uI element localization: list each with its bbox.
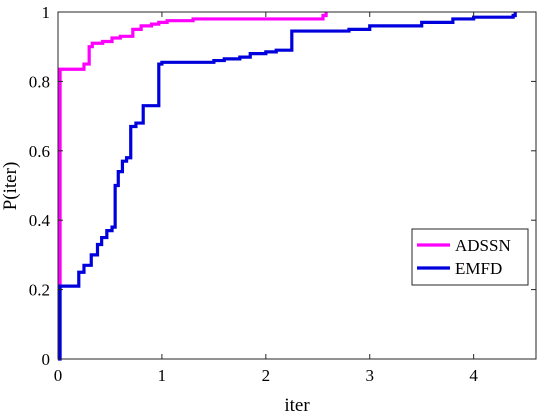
- legend: ADSSN EMFD: [411, 228, 529, 286]
- series-line-emfd: [58, 12, 517, 361]
- y-tick-label: 0.6: [29, 142, 50, 161]
- legend-label-emfd: EMFD: [455, 259, 502, 278]
- legend-label-adssn: ADSSN: [455, 236, 511, 255]
- x-tick-label: 1: [158, 366, 167, 385]
- series-line-adssn: [58, 12, 328, 288]
- x-tick-label: 4: [469, 366, 478, 385]
- y-axis-ticks: 0 0.2 0.4 0.6 0.8 1: [29, 3, 536, 369]
- x-tick-label: 3: [365, 366, 374, 385]
- y-tick-label: 0.4: [29, 211, 51, 230]
- y-tick-label: 0.2: [29, 281, 50, 300]
- series-layer: [58, 12, 517, 361]
- y-tick-label: 1: [42, 3, 51, 22]
- x-axis-ticks: 0 1 2 3 4: [54, 12, 478, 385]
- x-axis-label: iter: [284, 395, 310, 416]
- plot-frame: [57, 11, 537, 360]
- y-axis-label: P(iter): [0, 162, 21, 211]
- legend-box: [411, 228, 529, 286]
- x-tick-label: 2: [262, 366, 271, 385]
- y-tick-label: 0.8: [29, 72, 50, 91]
- x-tick-label: 0: [54, 366, 63, 385]
- plot-background: [58, 12, 536, 359]
- y-tick-label: 0: [42, 350, 51, 369]
